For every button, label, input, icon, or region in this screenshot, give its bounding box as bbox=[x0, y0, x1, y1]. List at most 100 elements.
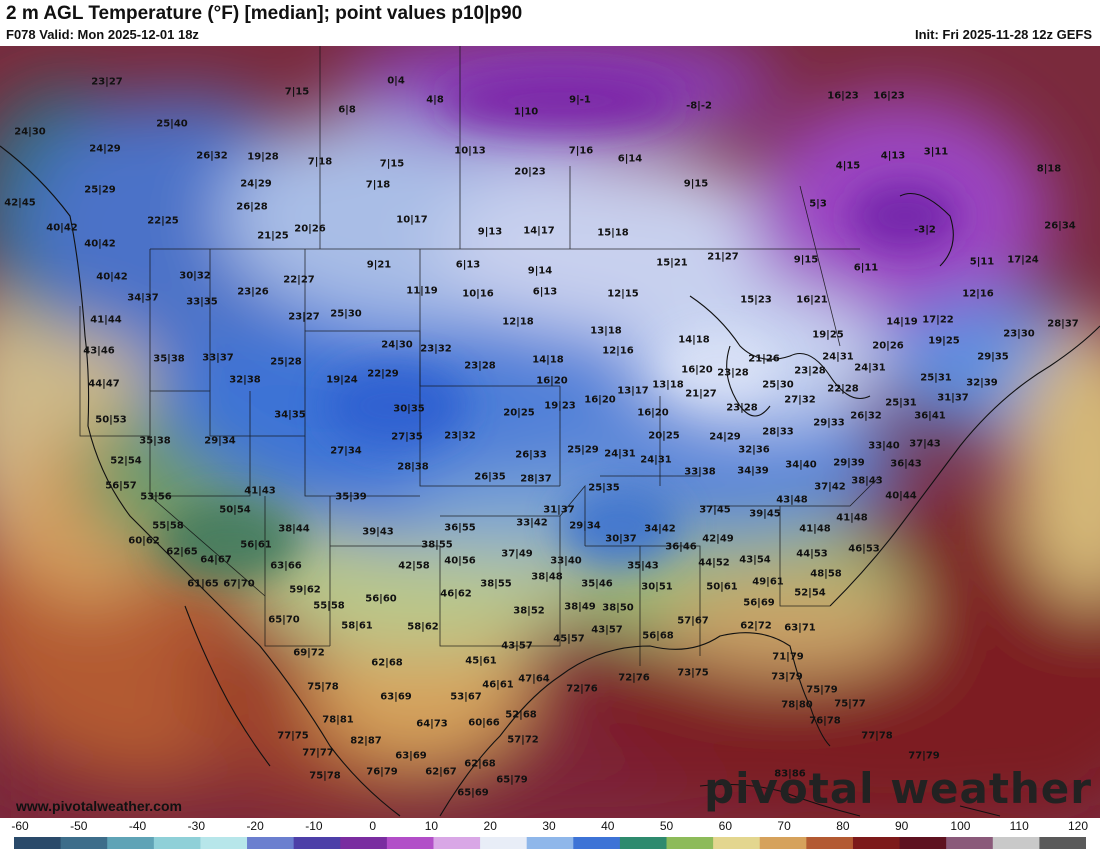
point-value: 28|33 bbox=[762, 426, 794, 438]
point-value: 0|4 bbox=[387, 75, 405, 87]
point-value: 44|52 bbox=[698, 557, 730, 569]
colorbar-segment bbox=[713, 837, 761, 849]
point-value: 7|18 bbox=[365, 179, 391, 191]
point-value: 26|33 bbox=[515, 449, 547, 461]
point-value: 72|76 bbox=[618, 672, 650, 684]
map-title: 2 m AGL Temperature (°F) [median]; point… bbox=[6, 3, 523, 24]
colorbar-tick-label: 50 bbox=[659, 819, 674, 833]
point-value: 38|55 bbox=[480, 578, 512, 590]
point-value: 17|24 bbox=[1007, 254, 1039, 266]
point-value: 47|64 bbox=[518, 673, 550, 685]
point-value: 27|34 bbox=[330, 445, 362, 457]
point-value: 28|37 bbox=[1047, 318, 1079, 330]
point-value: 14|17 bbox=[523, 225, 555, 237]
point-value: 34|35 bbox=[274, 409, 306, 421]
point-value: 62|65 bbox=[166, 546, 198, 558]
colorbar-ticks: -60 -50 -40 -30 -20 -10 0 10 20 30 40 50 60 70 80 90 100… bbox=[0, 818, 1100, 834]
point-value: 42|45 bbox=[4, 197, 36, 209]
point-value: 35|46 bbox=[581, 578, 613, 590]
colorbar-tick-label: 100 bbox=[950, 819, 971, 833]
point-value: 13|18 bbox=[590, 325, 622, 337]
point-value: 24|31 bbox=[640, 454, 672, 466]
header: 2 m AGL Temperature (°F) [median]; point… bbox=[0, 0, 1100, 46]
point-value: 63|69 bbox=[380, 691, 412, 703]
point-value: 19|25 bbox=[812, 329, 844, 341]
point-value: 34|40 bbox=[785, 459, 817, 471]
point-value: 25|31 bbox=[885, 397, 917, 409]
point-value: 24|29 bbox=[240, 178, 272, 190]
point-value: 7|16 bbox=[568, 145, 594, 157]
point-value: 40|44 bbox=[885, 490, 917, 502]
point-value: 33|38 bbox=[684, 466, 716, 478]
point-value: 32|39 bbox=[966, 377, 998, 389]
point-value: 41|43 bbox=[244, 485, 276, 497]
point-value: 55|58 bbox=[152, 520, 184, 532]
colorbar-segment bbox=[992, 837, 1040, 849]
point-value: 35|38 bbox=[153, 353, 185, 365]
point-value: 12|16 bbox=[602, 345, 634, 357]
point-value: 41|48 bbox=[836, 512, 868, 524]
point-value: 56|61 bbox=[240, 539, 272, 551]
point-value: 27|32 bbox=[784, 394, 816, 406]
colorbar-segment bbox=[619, 837, 668, 849]
colorbar: -60 -50 -40 -30 -20 -10 0 10 20 30 40 50 60 70 80 90 100… bbox=[0, 818, 1100, 850]
site-watermark: www.pivotalweather.com bbox=[16, 798, 182, 814]
point-value: 29|33 bbox=[813, 417, 845, 429]
point-value: 37|49 bbox=[501, 548, 533, 560]
point-value: 75|78 bbox=[309, 770, 341, 782]
point-value: 78|81 bbox=[322, 714, 354, 726]
point-value: 9|14 bbox=[527, 265, 553, 277]
colorbar-tick-label: 0 bbox=[369, 819, 376, 833]
point-value: 23|28 bbox=[726, 402, 758, 414]
point-value: 57|67 bbox=[677, 615, 709, 627]
point-value: 19|28 bbox=[247, 151, 279, 163]
point-value: 25|35 bbox=[588, 482, 620, 494]
point-value: 33|40 bbox=[550, 555, 582, 567]
point-value: 65|79 bbox=[496, 774, 528, 786]
point-value: 52|54 bbox=[794, 587, 826, 599]
point-value: 15|21 bbox=[656, 257, 688, 269]
point-value: 43|57 bbox=[591, 624, 623, 636]
point-value: 59|62 bbox=[289, 584, 321, 596]
point-value: 25|31 bbox=[920, 372, 952, 384]
point-value: 58|62 bbox=[407, 621, 439, 633]
colorbar-segment bbox=[852, 837, 901, 849]
point-value: 9|15 bbox=[683, 178, 709, 190]
colorbar-tick-label: 20 bbox=[483, 819, 497, 833]
point-value: 22|25 bbox=[147, 215, 179, 227]
point-value: 38|49 bbox=[564, 601, 596, 613]
point-value: 12|16 bbox=[962, 288, 994, 300]
point-value: 62|72 bbox=[740, 620, 772, 632]
point-value: -8|-2 bbox=[686, 100, 712, 112]
point-value: 7|18 bbox=[307, 156, 333, 168]
point-value: 7|15 bbox=[284, 86, 310, 98]
point-value: 32|38 bbox=[229, 374, 261, 386]
point-value: 60|66 bbox=[468, 717, 500, 729]
colorbar-segment bbox=[480, 837, 528, 849]
point-value: 26|32 bbox=[196, 150, 228, 162]
point-value: 16|20 bbox=[584, 394, 616, 406]
point-value: 37|43 bbox=[909, 438, 941, 450]
point-value: 35|38 bbox=[139, 435, 171, 447]
point-value: 34|42 bbox=[644, 523, 676, 535]
point-value: 64|67 bbox=[200, 554, 232, 566]
point-value: 22|29 bbox=[367, 368, 399, 380]
point-value: 45|57 bbox=[553, 633, 585, 645]
point-value: 4|8 bbox=[426, 94, 444, 106]
point-value: 43|54 bbox=[739, 554, 771, 566]
point-value: 29|34 bbox=[204, 435, 236, 447]
point-value: 6|13 bbox=[532, 286, 558, 298]
point-value: 56|68 bbox=[642, 630, 674, 642]
point-value: 29|34 bbox=[569, 520, 601, 532]
point-value: 49|61 bbox=[752, 576, 784, 588]
point-value: 39|43 bbox=[362, 526, 394, 538]
point-value: 44|47 bbox=[88, 378, 120, 390]
point-value: 23|28 bbox=[794, 365, 826, 377]
point-value: 30|51 bbox=[641, 581, 673, 593]
point-value: 15|18 bbox=[597, 227, 629, 239]
point-value: 41|48 bbox=[799, 523, 831, 535]
point-value: 28|37 bbox=[520, 473, 552, 485]
colorbar-tick-label: -40 bbox=[128, 819, 147, 833]
point-value: 24|30 bbox=[381, 339, 413, 351]
point-value: 19|23 bbox=[544, 400, 576, 412]
